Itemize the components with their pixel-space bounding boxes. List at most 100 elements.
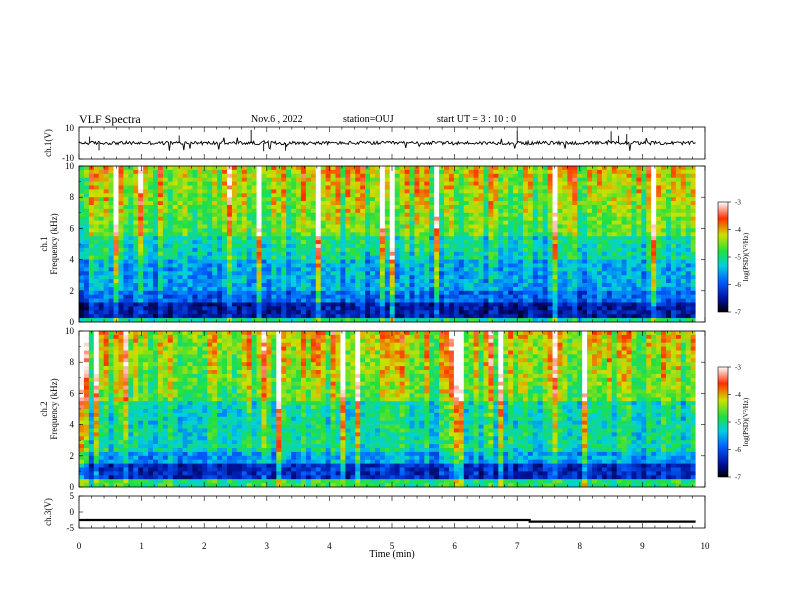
spectrogram-cell xyxy=(315,244,322,249)
spectrogram-cell xyxy=(320,181,326,186)
spectrogram-cell xyxy=(167,228,174,233)
spectrogram-cell xyxy=(207,240,213,245)
spectrogram-cell xyxy=(616,181,622,186)
spectrogram-cell xyxy=(419,193,425,198)
spectrogram-cell xyxy=(256,208,262,214)
spectrogram-cell xyxy=(281,279,287,284)
spectrogram-cell xyxy=(518,201,524,206)
spectrogram-cell xyxy=(222,279,228,284)
spectrogram-cell xyxy=(631,166,637,171)
spectrogram-cell xyxy=(468,259,474,264)
spectrogram-cell xyxy=(118,166,124,171)
spectrogram-cell xyxy=(587,228,593,233)
spectrogram-cell xyxy=(552,240,558,245)
spectrogram-cell xyxy=(222,224,228,229)
spectrogram-cell xyxy=(335,271,341,276)
spectrogram-cell xyxy=(222,306,228,311)
spectrogram-cell xyxy=(488,263,494,268)
spectrogram-cell xyxy=(187,255,193,260)
spectrogram-cell xyxy=(409,290,415,295)
spectrogram-cell xyxy=(212,232,218,237)
spectrogram-cell xyxy=(113,197,119,202)
spectrogram-cell xyxy=(172,185,178,190)
spectrogram-cell xyxy=(345,208,351,214)
spectrogram-cell xyxy=(340,189,346,194)
spectrogram-cell xyxy=(547,208,553,214)
spectrogram-cell xyxy=(374,216,381,221)
spectrogram-cell xyxy=(103,247,109,253)
spectrogram-cell xyxy=(98,220,104,225)
spectrogram-cell xyxy=(261,181,267,186)
spectrogram-cell xyxy=(305,212,312,217)
spectrogram-cell xyxy=(177,212,183,217)
spectrogram-cell xyxy=(98,286,104,292)
spectrogram-cell xyxy=(123,201,129,206)
spectrogram-cell xyxy=(335,224,341,229)
spectrogram-cell xyxy=(296,189,302,194)
spectrogram-cell xyxy=(256,251,262,256)
spectrogram-cell xyxy=(508,189,514,194)
spectrogram-cell xyxy=(162,283,169,288)
spectrogram-cell xyxy=(424,314,430,319)
spectrogram-cell xyxy=(325,259,331,264)
spectrogram-cell xyxy=(409,298,415,303)
spectrogram-cell xyxy=(148,177,154,182)
spectrogram-cell xyxy=(123,251,129,256)
spectrogram-cell xyxy=(429,240,435,245)
spectrogram-cell xyxy=(370,185,376,190)
spectrogram-cell xyxy=(355,306,361,311)
spectrogram-cell xyxy=(592,228,598,233)
spectrogram-cell xyxy=(656,259,662,264)
spectrogram-cell xyxy=(152,275,159,280)
spectrogram-cell xyxy=(616,306,622,311)
spectrogram-cell xyxy=(177,236,183,241)
spectrogram-cell xyxy=(330,310,336,315)
spectrogram-cell xyxy=(508,259,514,264)
spectrogram-cell xyxy=(557,247,563,253)
spectrogram-cell xyxy=(611,290,617,295)
spectrogram-cell xyxy=(192,318,198,323)
spectrogram-cell xyxy=(226,173,233,178)
spectrogram-cell xyxy=(374,290,381,295)
spectrogram-cell xyxy=(483,193,489,198)
spectrogram-cell xyxy=(241,173,248,178)
spectrogram-cell xyxy=(404,286,410,292)
spectrogram-cell xyxy=(271,224,277,229)
spectrogram-cell xyxy=(256,283,262,288)
spectrogram-cell xyxy=(118,173,124,178)
spectrogram-cell xyxy=(197,228,203,233)
spectrogram-cell xyxy=(542,247,548,253)
spectrogram-cell xyxy=(616,177,622,182)
spectrogram-cell xyxy=(542,189,548,194)
spectrogram-cell xyxy=(404,228,410,233)
spectrogram-cell xyxy=(424,298,430,303)
spectrogram-cell xyxy=(133,236,139,241)
spectrogram-cell xyxy=(675,271,682,276)
spectrogram-cell xyxy=(138,318,144,323)
spectrogram-cell xyxy=(360,201,366,206)
spectrogram-cell xyxy=(310,197,317,202)
spectrogram-cell xyxy=(291,286,297,292)
spectrogram-cell xyxy=(350,251,356,256)
spectrogram-cell xyxy=(187,286,193,292)
spectrogram-cell xyxy=(429,228,435,233)
spectrogram-cell xyxy=(478,298,484,303)
spectrogram-cell xyxy=(271,306,277,311)
spectrogram-cell xyxy=(212,310,218,315)
spectrogram-cell xyxy=(88,232,95,237)
spectrogram-cell xyxy=(335,251,341,256)
spectrogram-cell xyxy=(670,290,677,295)
spectrogram-cell xyxy=(374,236,381,241)
spectrogram-cell xyxy=(226,201,233,206)
spectrogram-cell xyxy=(88,290,95,295)
spectrogram-cell xyxy=(478,263,484,268)
spectrogram-cell xyxy=(439,185,445,190)
spectrogram-cell xyxy=(370,314,376,319)
spectrogram-cell xyxy=(394,240,400,245)
spectrogram-cell xyxy=(626,185,632,190)
spectrogram-cell xyxy=(439,263,445,268)
spectrogram-cell xyxy=(419,294,425,299)
spectrogram-cell xyxy=(355,208,361,214)
spectrogram-cell xyxy=(310,173,317,178)
spectrogram-cell xyxy=(404,201,410,206)
